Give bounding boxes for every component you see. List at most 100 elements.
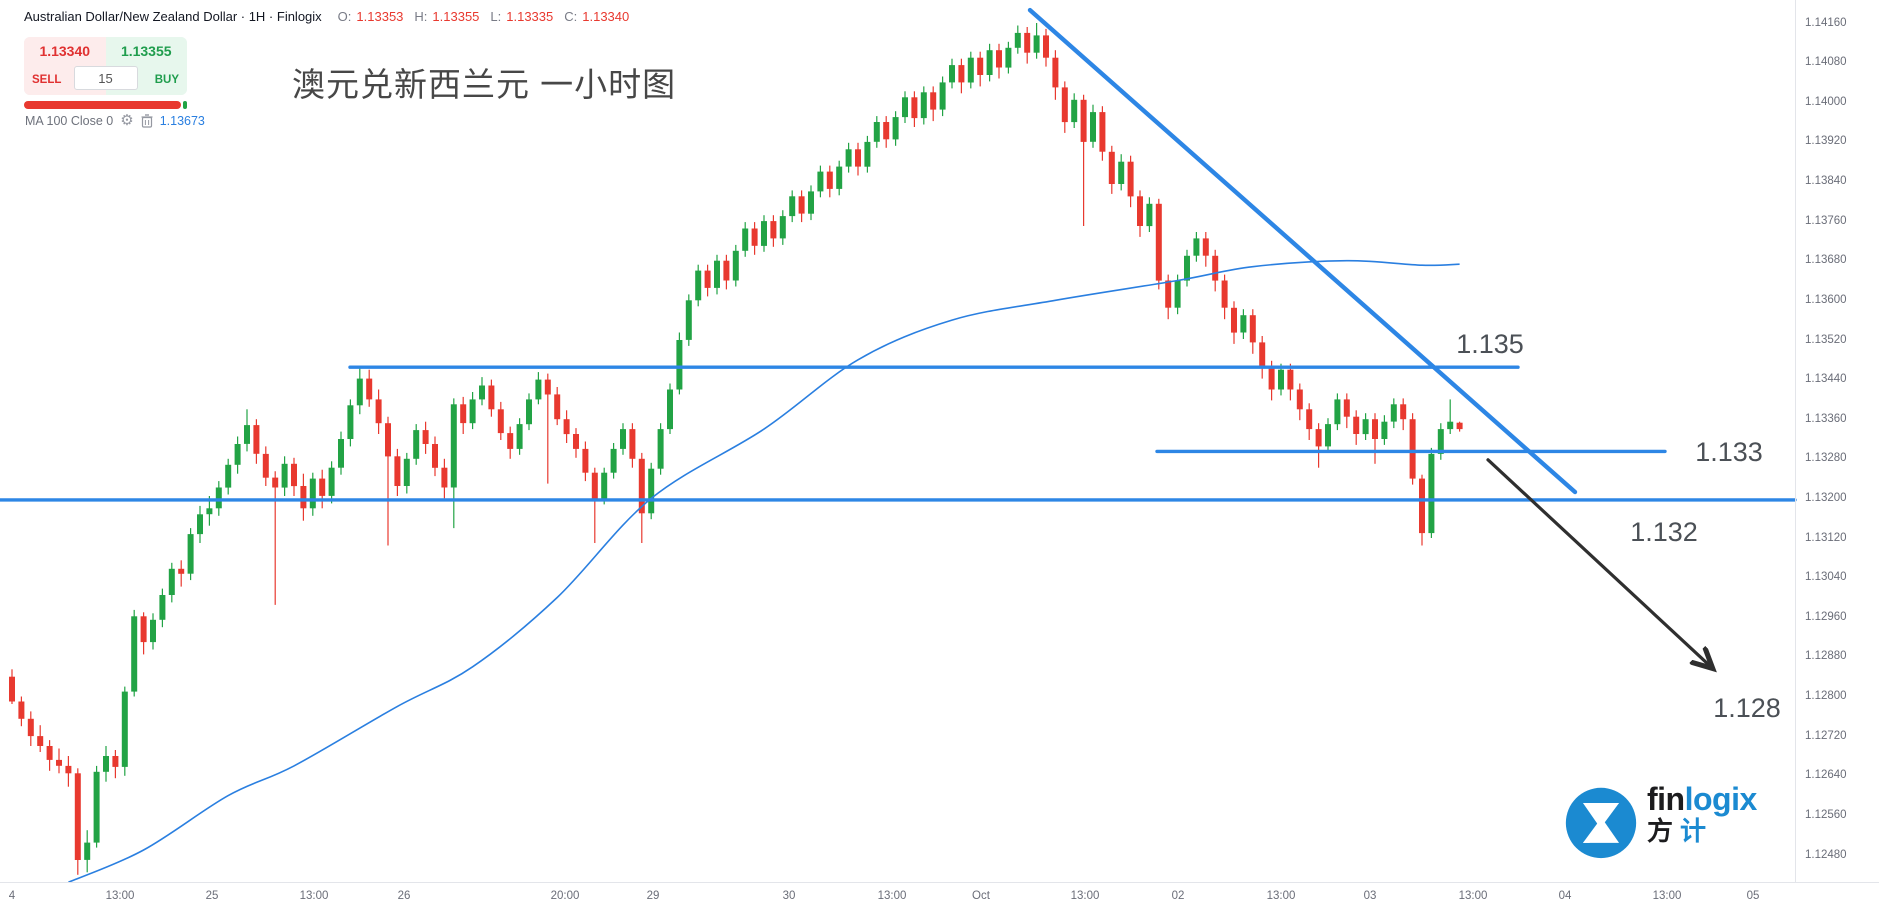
candle-body xyxy=(432,444,438,468)
candle-body xyxy=(1146,203,1153,227)
candle-body xyxy=(817,171,824,192)
candle-body xyxy=(704,270,711,288)
candle-body xyxy=(356,378,363,406)
candle-body xyxy=(253,425,260,454)
candle-body xyxy=(422,430,429,444)
time-tick-label: 30 xyxy=(782,890,796,902)
candle-body xyxy=(497,409,504,434)
candle-body xyxy=(939,82,946,110)
candle-body xyxy=(1409,419,1416,479)
candle-body xyxy=(1353,416,1360,434)
candle-body xyxy=(1231,307,1237,333)
candle-body xyxy=(291,463,297,487)
time-axis[interactable]: 4 13:00 25 13:00 26 20:00 29 30 13:00 Oct 13:00 02 1… xyxy=(0,882,1879,918)
candle-body xyxy=(892,117,899,140)
price-tick-label: 1.13600 xyxy=(1805,293,1847,306)
time-tick-label: 03 xyxy=(1363,890,1377,902)
candle-body xyxy=(1090,112,1096,142)
candle-body xyxy=(1137,196,1143,226)
candle-body xyxy=(1043,35,1049,58)
candle-body xyxy=(958,65,965,83)
candle-body xyxy=(1014,32,1021,48)
candle-body xyxy=(159,595,166,620)
candle-body xyxy=(1372,419,1378,439)
trash-icon[interactable] xyxy=(141,114,153,128)
ma100-line[interactable] xyxy=(68,259,1460,883)
candle-body xyxy=(1024,32,1031,53)
candle-body xyxy=(526,399,532,425)
logo-text-logix: logix xyxy=(1684,781,1758,817)
candle-body xyxy=(1108,151,1115,184)
candle-body xyxy=(1249,315,1256,343)
sell-price: 1.13340 xyxy=(39,43,91,59)
candle-body xyxy=(131,616,138,692)
finlogix-logo-text: finlogix 方计 xyxy=(1647,783,1757,861)
candle-body xyxy=(112,756,119,767)
candle-body xyxy=(1428,453,1435,534)
candle-body xyxy=(338,439,344,468)
candle-body xyxy=(761,221,767,246)
candle-body xyxy=(855,149,861,167)
candle-body xyxy=(1268,367,1275,390)
buy-label: BUY xyxy=(154,74,179,86)
candle-body xyxy=(685,300,692,340)
candle-body xyxy=(225,464,232,488)
open-value: 1.13353 xyxy=(356,9,404,24)
logo-cjk-1: 方 xyxy=(1647,816,1681,846)
projection-arrow[interactable] xyxy=(1486,458,1712,668)
price-tick-label: 1.12720 xyxy=(1805,729,1847,742)
price-axis[interactable]: 1.14160 1.14080 1.14000 1.13920 1.13840 1.137… xyxy=(1795,0,1879,882)
candle-body xyxy=(488,385,495,410)
candle-body xyxy=(394,456,401,486)
candle-body xyxy=(1325,424,1331,447)
time-tick-label: 4 xyxy=(8,890,16,902)
candle-body xyxy=(1419,478,1425,534)
candle-body xyxy=(244,425,250,444)
gear-icon[interactable]: ⚙ xyxy=(120,112,134,129)
candle-body xyxy=(676,340,683,390)
trendline[interactable] xyxy=(1027,7,1578,495)
time-tick-label: 29 xyxy=(646,890,660,902)
logo-text-fin: fin xyxy=(1647,781,1685,817)
candle-body xyxy=(1390,404,1397,422)
candle-body xyxy=(873,122,880,142)
close-value: 1.13340 xyxy=(582,9,630,24)
candle-body xyxy=(977,57,984,75)
order-widget: 1.13340 SELL 1.13355 BUY xyxy=(24,37,187,95)
candle-body xyxy=(516,424,523,449)
candle-body xyxy=(1193,238,1200,256)
time-tick-label: 13:00 xyxy=(105,890,135,902)
candle-body xyxy=(996,50,1002,68)
candle-body xyxy=(826,171,833,189)
candle-body xyxy=(1202,238,1209,256)
candle-body xyxy=(601,472,608,499)
candle-body xyxy=(375,399,382,424)
candle-body xyxy=(1071,99,1078,123)
candle-body xyxy=(1400,404,1407,420)
candle-body xyxy=(638,458,645,514)
symbol-title[interactable]: Australian Dollar/New Zealand Dollar · 1… xyxy=(24,9,322,24)
candle-body xyxy=(845,149,852,167)
price-tick-label: 1.13200 xyxy=(1805,491,1847,504)
candle-body xyxy=(197,514,203,535)
candle-body xyxy=(93,771,100,843)
sell-label: SELL xyxy=(32,74,62,86)
low-label: L: xyxy=(490,9,502,24)
quantity-input[interactable] xyxy=(73,66,138,90)
candle-body xyxy=(1456,422,1463,430)
candle-body xyxy=(742,228,749,251)
time-tick-label: 13:00 xyxy=(1070,890,1100,902)
chart-title: 澳元兑新西兰元 一小时图 xyxy=(292,66,677,103)
candle-body xyxy=(450,404,457,488)
symbol-header: Australian Dollar/New Zealand Dollar · 1… xyxy=(24,9,635,24)
candle-body xyxy=(1184,255,1190,281)
candle-body xyxy=(1306,409,1313,430)
candle-body xyxy=(168,568,175,595)
candle-body xyxy=(1381,421,1388,439)
candle-body xyxy=(347,405,354,439)
candle-body xyxy=(695,270,702,301)
finlogix-logo-icon xyxy=(1565,787,1637,859)
candle-body xyxy=(9,676,15,702)
time-tick-label: 13:00 xyxy=(1652,890,1682,902)
